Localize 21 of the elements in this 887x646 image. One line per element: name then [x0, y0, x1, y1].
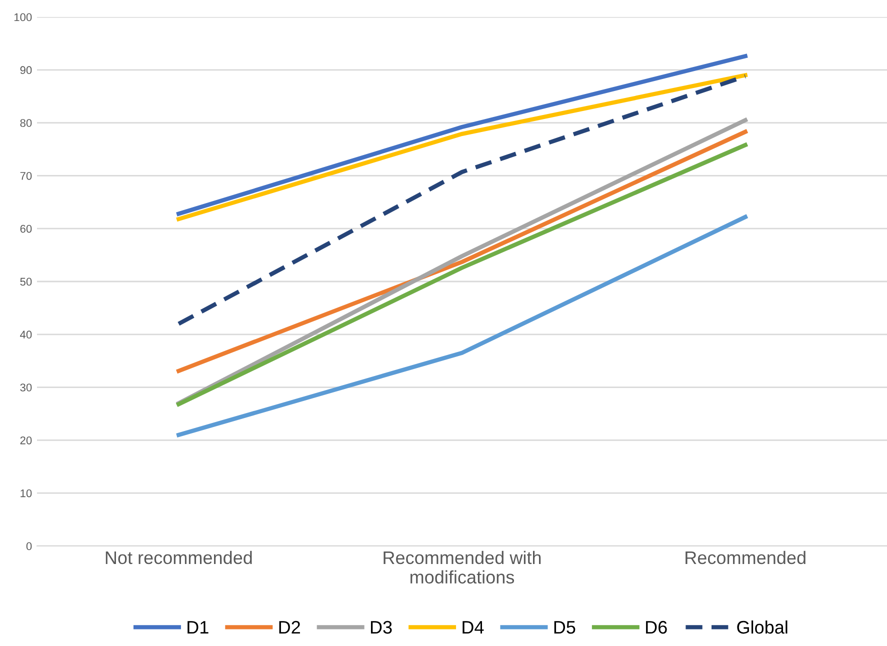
- y-tick-label: 60: [20, 224, 32, 233]
- y-tick-label: 70: [20, 172, 32, 180]
- x-tick-label: Not recommended: [106, 550, 252, 564]
- y-tick-label: 10: [20, 489, 32, 498]
- legend-label: Global: [737, 620, 788, 634]
- y-tick-label: 20: [20, 436, 32, 444]
- legend-label: D3: [370, 620, 392, 634]
- legend-label: D1: [188, 621, 208, 634]
- legend-label: D6: [646, 620, 667, 634]
- y-tick-label: 50: [20, 278, 32, 286]
- y-tick-label: 40: [20, 330, 32, 339]
- x-tick-label: Recommended with modifications: [384, 550, 541, 584]
- y-tick-label: 0: [26, 542, 32, 550]
- legend-label: D5: [554, 621, 576, 634]
- legend-label: D4: [462, 621, 484, 634]
- x-tick-label: Recommended: [686, 550, 806, 564]
- y-tick-label: 100: [14, 13, 32, 22]
- y-tick-label: 30: [20, 384, 32, 392]
- legend-label: D2: [279, 620, 300, 634]
- y-tick-label: 80: [20, 119, 32, 127]
- y-tick-label: 90: [20, 66, 32, 74]
